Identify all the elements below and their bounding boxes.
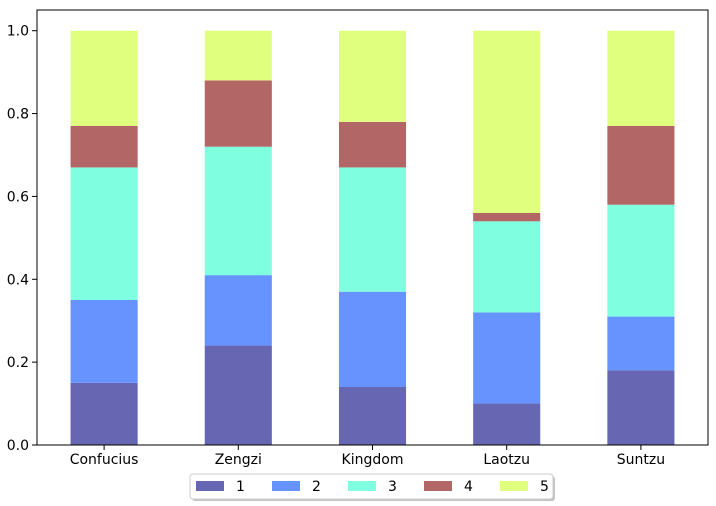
bar-kingdom-series-4 [338, 121, 407, 168]
bar-laotzu-series-1 [473, 403, 541, 445]
y-tick-label: 0.8 [7, 107, 29, 123]
bar-kingdom-series-2 [338, 291, 407, 387]
legend-swatch-4 [424, 481, 452, 491]
bar-kingdom-series-3 [338, 167, 407, 292]
bar-kingdom-series-1 [338, 387, 407, 445]
x-tick-label-zengzi: Zengzi [215, 452, 262, 468]
bar-laotzu-series-3 [473, 221, 541, 313]
bar-zengzi-series-4 [204, 80, 272, 147]
bar-confucius-series-5 [70, 30, 138, 126]
y-tick-label: 0.0 [7, 438, 29, 454]
y-axis: 0.0 0.2 0.4 0.6 0.8 1.0 [7, 24, 37, 454]
bar-laotzu-series-4 [473, 213, 541, 222]
bar-zengzi-series-3 [204, 146, 272, 276]
legend-label-1: 1 [236, 479, 245, 495]
bar-zengzi-series-5 [204, 30, 272, 81]
bar-suntzu-series-2 [607, 316, 675, 371]
bar-kingdom-series-5 [338, 30, 407, 122]
bar-suntzu-series-3 [607, 204, 675, 317]
bar-laotzu-series-2 [473, 312, 541, 404]
legend-swatch-1 [196, 481, 224, 491]
y-tick-label: 0.2 [7, 355, 29, 371]
legend-label-4: 4 [464, 479, 473, 495]
legend-label-2: 2 [312, 479, 321, 495]
x-tick-label-suntzu: Suntzu [617, 452, 665, 468]
bar-confucius-series-2 [70, 300, 138, 383]
y-tick-label: 1.0 [7, 24, 29, 40]
bars-layer [70, 30, 675, 445]
bar-confucius-series-1 [70, 382, 138, 445]
y-tick-label: 0.6 [7, 189, 29, 205]
bar-confucius-series-4 [70, 126, 138, 168]
bar-suntzu-series-5 [607, 30, 675, 126]
x-tick-label-laotzu: Laotzu [483, 452, 530, 468]
bar-zengzi-series-2 [204, 275, 272, 346]
legend-label-5: 5 [540, 479, 549, 495]
legend-swatch-5 [500, 481, 528, 491]
bar-zengzi-series-1 [204, 345, 272, 445]
bar-suntzu-series-4 [607, 126, 675, 205]
legend-label-3: 3 [388, 479, 397, 495]
bar-suntzu-series-1 [607, 370, 675, 445]
x-axis: Confucius Zengzi Kingdom Laotzu Suntzu [70, 445, 665, 468]
y-tick-label: 0.4 [7, 272, 29, 288]
x-tick-label-confucius: Confucius [70, 452, 139, 468]
bar-laotzu-series-5 [473, 30, 541, 214]
x-tick-label-kingdom: Kingdom [342, 452, 404, 468]
legend-swatch-2 [272, 481, 300, 491]
bar-confucius-series-3 [70, 167, 138, 300]
legend-swatch-3 [348, 481, 376, 491]
legend: 1 2 3 4 5 [189, 473, 555, 501]
